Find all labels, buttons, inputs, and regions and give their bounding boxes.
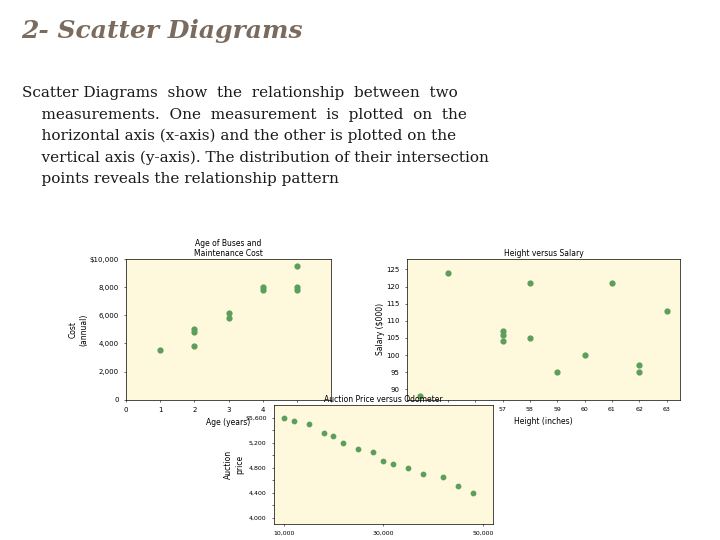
Point (154, 346, 166, 355)
Point (387, 460, 399, 469)
Point (524, 334, 536, 342)
Point (257, 286, 269, 294)
Point (467, 488, 479, 497)
Point (291, 262, 302, 271)
Point (338, 438, 349, 447)
Point (524, 279, 536, 287)
Point (634, 361, 645, 370)
Point (438, 472, 449, 481)
Point (579, 351, 590, 360)
X-axis label: Age (years): Age (years) (207, 418, 251, 427)
Point (189, 328, 200, 336)
Point (222, 308, 234, 317)
Point (418, 469, 429, 478)
Title: Height versus Salary: Height versus Salary (504, 249, 583, 259)
Point (497, 330, 508, 339)
Point (291, 283, 302, 292)
Text: Scatter Diagrams  show  the  relationship  between  two
    measurements.  One  : Scatter Diagrams show the relationship b… (22, 86, 488, 186)
Title: Auction Price versus Odometer: Auction Price versus Odometer (324, 395, 443, 404)
Point (415, 392, 426, 401)
Point (291, 286, 302, 294)
Point (377, 457, 389, 465)
Title: Age of Buses and
Maintenance Cost: Age of Buses and Maintenance Cost (194, 239, 263, 259)
Point (189, 342, 200, 350)
Point (497, 337, 508, 346)
Point (634, 368, 645, 376)
Point (318, 429, 329, 437)
Point (303, 420, 315, 428)
Point (661, 306, 672, 315)
Y-axis label: Cost
(annual): Cost (annual) (69, 313, 89, 346)
Point (497, 327, 508, 335)
Point (189, 325, 200, 334)
Point (257, 283, 269, 292)
X-axis label: Height (inches): Height (inches) (514, 417, 573, 426)
Point (368, 448, 379, 456)
Y-axis label: Auction
price: Auction price (225, 450, 244, 479)
Point (606, 279, 618, 287)
Point (452, 482, 464, 491)
Point (288, 416, 300, 425)
Point (328, 432, 339, 441)
Point (353, 444, 364, 453)
Text: 2- Scatter Diagrams: 2- Scatter Diagrams (22, 19, 303, 43)
Point (442, 268, 454, 277)
Point (552, 368, 563, 376)
Point (402, 463, 414, 472)
Point (222, 314, 234, 322)
Y-axis label: Salary ($000): Salary ($000) (376, 303, 385, 355)
Point (278, 413, 289, 422)
